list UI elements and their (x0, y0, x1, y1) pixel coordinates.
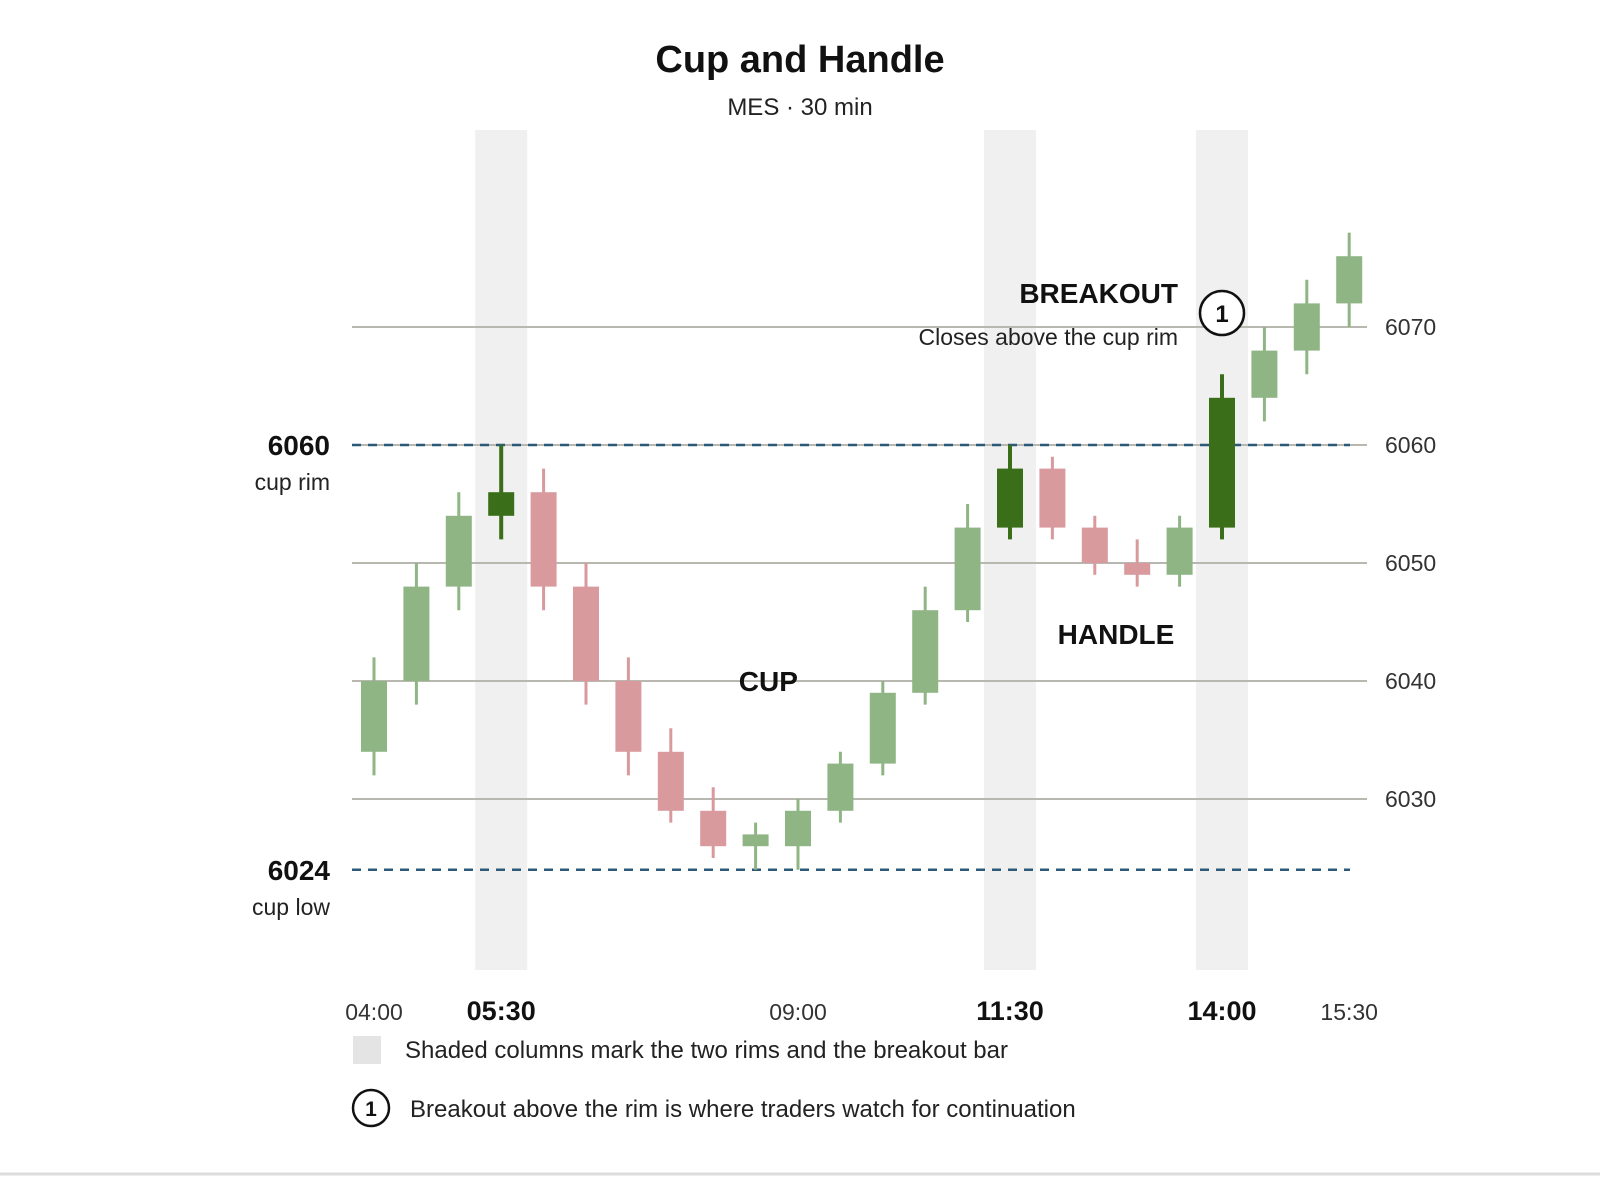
candle (700, 787, 727, 858)
candle (869, 681, 896, 776)
candle (1124, 539, 1151, 587)
candle (573, 563, 599, 705)
reference-lines (352, 443, 1350, 872)
candle (1209, 374, 1235, 540)
breakout-annotation-title: BREAKOUT (1019, 278, 1178, 309)
candle-body (1336, 256, 1363, 304)
candle-body (869, 692, 896, 764)
x-tick-label: 11:30 (976, 996, 1044, 1026)
candle (1336, 232, 1363, 327)
x-tick-label: 05:30 (467, 996, 536, 1026)
cup-rim-label: 6060 cup rim (255, 430, 330, 495)
cup-rim-text: cup rim (255, 469, 330, 495)
y-tick-label: 6050 (1385, 550, 1436, 576)
cup-low-value: 6024 (268, 855, 331, 886)
x-tick-label: 14:00 (1187, 996, 1256, 1026)
candles (361, 232, 1363, 870)
candle (1293, 279, 1320, 375)
candle (445, 492, 472, 611)
legend-badge-number: 1 (365, 1098, 377, 1121)
candle (912, 586, 939, 705)
candle (827, 751, 854, 823)
candle-body (445, 515, 472, 587)
candle-body (488, 492, 515, 516)
breakout-badge-number: 1 (1215, 301, 1228, 328)
candle-body (954, 527, 981, 611)
y-tick-label: 6040 (1385, 668, 1436, 694)
cup-annotation: CUP (739, 666, 798, 697)
y-tick-label: 6070 (1385, 314, 1436, 340)
candle-body (1293, 303, 1320, 351)
x-tick-label: 09:00 (769, 999, 827, 1025)
candle (742, 822, 769, 870)
shaded-columns (475, 130, 1248, 970)
y-axis-ticks: 6030 6040 6050 6060 6070 (1385, 314, 1436, 812)
candle (1039, 456, 1066, 540)
legend: Shaded columns mark the two rims and the… (351, 1036, 1076, 1128)
candle-body (361, 681, 387, 752)
candle (403, 563, 430, 705)
candle (530, 468, 557, 611)
shaded-column (984, 130, 1036, 970)
candle-body (403, 586, 430, 681)
chart-subtitle: MES · 30 min (727, 94, 872, 121)
candle (488, 445, 515, 540)
y-tick-label: 6030 (1385, 786, 1436, 812)
candle-body (912, 610, 939, 693)
candle-body (1209, 397, 1235, 528)
candle-body (657, 751, 684, 811)
legend-shade-swatch (353, 1036, 381, 1064)
candle-body (827, 763, 854, 811)
candle (657, 728, 684, 823)
candle-body (530, 492, 557, 587)
candle-body (1039, 468, 1066, 528)
candle-body (997, 468, 1023, 528)
grid-lines (352, 326, 1367, 800)
x-tick-label: 15:30 (1320, 999, 1378, 1025)
candle-body (700, 810, 727, 847)
breakout-badge-circle (1198, 289, 1246, 337)
candle (954, 504, 981, 622)
legend-badge-circle (351, 1088, 391, 1128)
x-axis-ticks: 04:00 05:30 09:00 11:30 14:00 15:30 (345, 996, 1378, 1026)
candle (997, 445, 1023, 540)
candle (785, 799, 811, 870)
shaded-column (1196, 130, 1248, 970)
x-tick-label: 04:00 (345, 999, 403, 1025)
candle-body (573, 586, 599, 681)
chart-title: Cup and Handle (655, 39, 944, 81)
cup-low-label: 6024 cup low (252, 855, 330, 920)
breakout-badge: 1 (1198, 289, 1246, 337)
legend-badge-text: Breakout above the rim is where traders … (410, 1096, 1076, 1123)
candle (1251, 327, 1278, 422)
candle-body (1081, 527, 1108, 563)
candle (361, 657, 387, 776)
shaded-column (475, 130, 528, 970)
candle-body (1166, 527, 1193, 575)
cup-rim-value: 6060 (268, 430, 330, 461)
handle-annotation: HANDLE (1058, 619, 1175, 650)
breakout-annotation-text: Closes above the cup rim (918, 324, 1178, 350)
candle-body (742, 834, 769, 847)
candle-body (1124, 563, 1151, 575)
candle-body (615, 681, 642, 752)
candle-body (785, 810, 811, 847)
candle (1081, 515, 1108, 575)
candle (1166, 515, 1193, 587)
cup-low-text: cup low (252, 894, 330, 920)
legend-shade-text: Shaded columns mark the two rims and the… (405, 1037, 1008, 1064)
candle (615, 657, 642, 776)
y-tick-label: 6060 (1385, 432, 1436, 458)
candle-body (1251, 350, 1278, 398)
